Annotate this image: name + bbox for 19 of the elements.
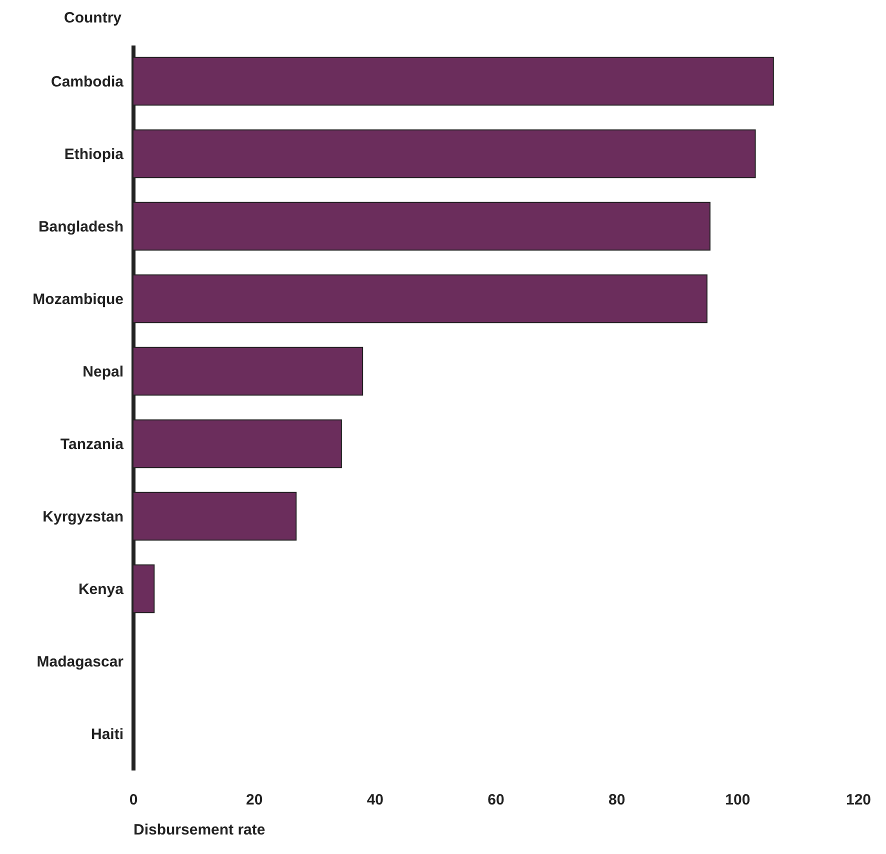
x-tick-label: 80 bbox=[608, 792, 626, 808]
y-tick-label: Ethiopia bbox=[64, 146, 124, 163]
y-tick-label: Kyrgyzstan bbox=[42, 508, 124, 526]
x-tick-label: 100 bbox=[725, 792, 750, 808]
y-tick-label: Madagascar bbox=[36, 653, 124, 670]
x-tick-label: 120 bbox=[846, 792, 872, 808]
y-tick-label: Bangladesh bbox=[38, 218, 124, 236]
y-tick-label: Kenya bbox=[78, 580, 124, 598]
y-tick-label: Haiti bbox=[90, 726, 124, 743]
x-tick-label: 40 bbox=[366, 792, 384, 808]
x-axis-title: Disbursement rate bbox=[134, 822, 266, 838]
y-tick-label: Cambodia bbox=[50, 73, 124, 90]
x-tick-label: 0 bbox=[129, 792, 138, 808]
y-axis-title: Country bbox=[64, 10, 122, 26]
y-tick-label: Nepal bbox=[82, 363, 124, 380]
x-tick-label: 60 bbox=[488, 792, 504, 808]
y-tick-label: Mozambique bbox=[32, 290, 124, 308]
y-tick-label: Tanzania bbox=[60, 436, 124, 453]
x-tick-label: 20 bbox=[246, 792, 263, 808]
